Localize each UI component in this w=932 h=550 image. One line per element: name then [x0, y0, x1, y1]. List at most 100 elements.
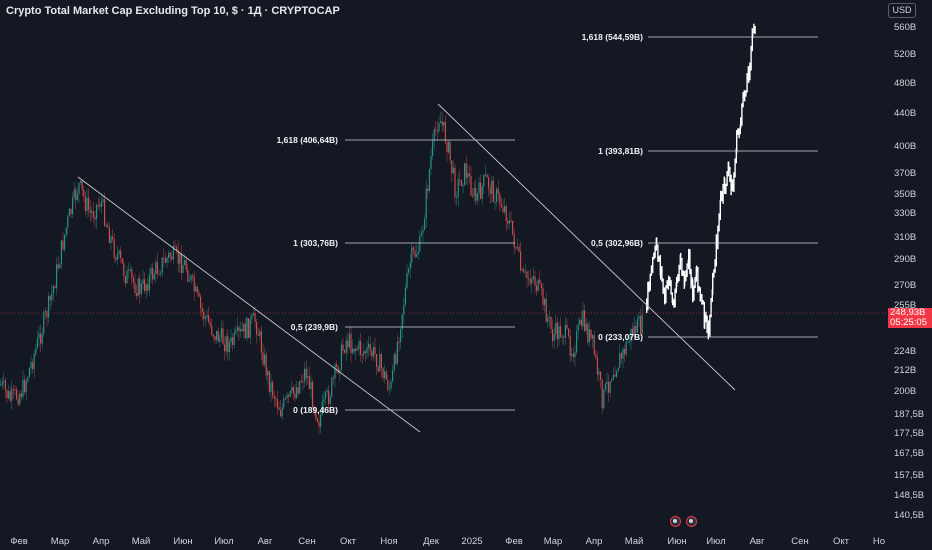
price-axis[interactable]: 560B 520B 480B 440B 400B 370B 350B 330B 310B 290B…	[894, 22, 924, 521]
candle-body	[564, 324, 566, 338]
projection-bar	[674, 288, 676, 308]
candle-body	[364, 351, 366, 354]
projection-bar	[711, 289, 713, 303]
candle-body	[268, 370, 270, 392]
candle-body	[36, 338, 38, 349]
candle-body	[630, 328, 632, 342]
projection-bar	[646, 298, 648, 313]
candle-body	[32, 362, 34, 370]
candle-body	[78, 182, 80, 194]
candle-body	[486, 174, 488, 178]
time-tick-label: Фев	[10, 536, 28, 547]
candle-body	[444, 121, 446, 143]
candle-body	[390, 381, 392, 389]
candle-body	[638, 316, 640, 320]
price-tick-label: 167,5B	[894, 448, 924, 459]
projection-bar	[677, 274, 679, 283]
candle-body	[212, 334, 214, 337]
candle-body	[462, 184, 464, 187]
projection-bar	[715, 234, 717, 267]
candle-body	[296, 387, 298, 398]
candle-body	[46, 311, 48, 318]
candle-body	[192, 275, 194, 277]
time-axis[interactable]: Фев Мар Апр Май Июн Июл Авг Сен Окт Ноя Дек 2025 Фев…	[10, 536, 885, 547]
candle-body	[38, 333, 40, 339]
candle-body	[116, 254, 118, 260]
projection-bar	[736, 130, 738, 154]
candle-body	[308, 376, 310, 390]
candle-body	[148, 274, 150, 291]
candle-body	[534, 276, 536, 286]
candle-body	[105, 224, 107, 226]
candle-body	[256, 322, 258, 335]
candle-body	[331, 377, 333, 397]
candle-body	[624, 348, 626, 355]
projection-bar	[688, 248, 690, 270]
candle-body	[595, 354, 597, 358]
candle-body	[270, 381, 272, 392]
candle-body	[297, 387, 299, 394]
projection-bar	[660, 266, 662, 280]
time-tick-label: Апр	[93, 536, 110, 547]
candle-body	[553, 333, 555, 342]
candle-body	[230, 337, 232, 343]
candle-body	[387, 379, 389, 390]
candle-body	[604, 383, 606, 390]
price-tick-label: 157,5B	[894, 470, 924, 481]
candle-body	[312, 381, 314, 408]
price-tick-label: 148,5B	[894, 490, 924, 501]
candle-body	[307, 376, 309, 378]
candle-body	[102, 199, 104, 202]
projection-bar	[749, 62, 751, 81]
candle-body	[424, 219, 426, 230]
candle-body	[574, 352, 576, 357]
candle-body	[544, 298, 546, 305]
flag-event-icon[interactable]	[670, 516, 681, 527]
candle-body	[499, 193, 501, 205]
candle-body	[190, 275, 192, 281]
candle-body	[404, 287, 406, 305]
projection-bar	[659, 254, 661, 276]
candle-body	[225, 336, 227, 352]
candle-body	[360, 341, 362, 355]
candle-body	[516, 246, 518, 248]
price-tick-label: 290B	[894, 254, 916, 265]
candle-body	[286, 394, 288, 399]
projection-bar	[694, 276, 696, 288]
candle-body	[555, 322, 557, 334]
candle-body	[355, 348, 357, 352]
candle-body	[452, 167, 454, 174]
projection-bar	[726, 171, 728, 186]
projection-bar	[680, 252, 682, 261]
candle-body	[448, 141, 450, 153]
candle-body	[329, 396, 331, 404]
candle-body	[536, 285, 538, 291]
candle-body	[606, 381, 608, 384]
candle-body	[180, 253, 182, 274]
candle-body	[572, 353, 574, 357]
candle-body	[340, 344, 342, 370]
candle-body	[265, 354, 267, 376]
candle-body	[203, 311, 205, 320]
candle-body	[128, 269, 130, 271]
candle-body	[179, 253, 181, 264]
candle-body	[636, 319, 638, 333]
candle-body	[132, 277, 134, 283]
time-tick-label: Апр	[586, 536, 603, 547]
candle-body	[385, 371, 387, 380]
candle-body	[542, 288, 544, 305]
projection-bar	[667, 281, 669, 290]
candle-body	[318, 421, 320, 427]
candle-body	[89, 209, 91, 214]
candle-body	[411, 247, 413, 263]
candle-body	[472, 195, 474, 197]
candle-body	[233, 332, 235, 345]
currency-button[interactable]: USD	[888, 3, 916, 18]
candle-body	[291, 387, 293, 391]
flag-event-icon[interactable]	[686, 516, 697, 527]
candle-body	[320, 414, 322, 427]
candle-body	[371, 351, 373, 357]
projection-bar	[696, 265, 698, 272]
